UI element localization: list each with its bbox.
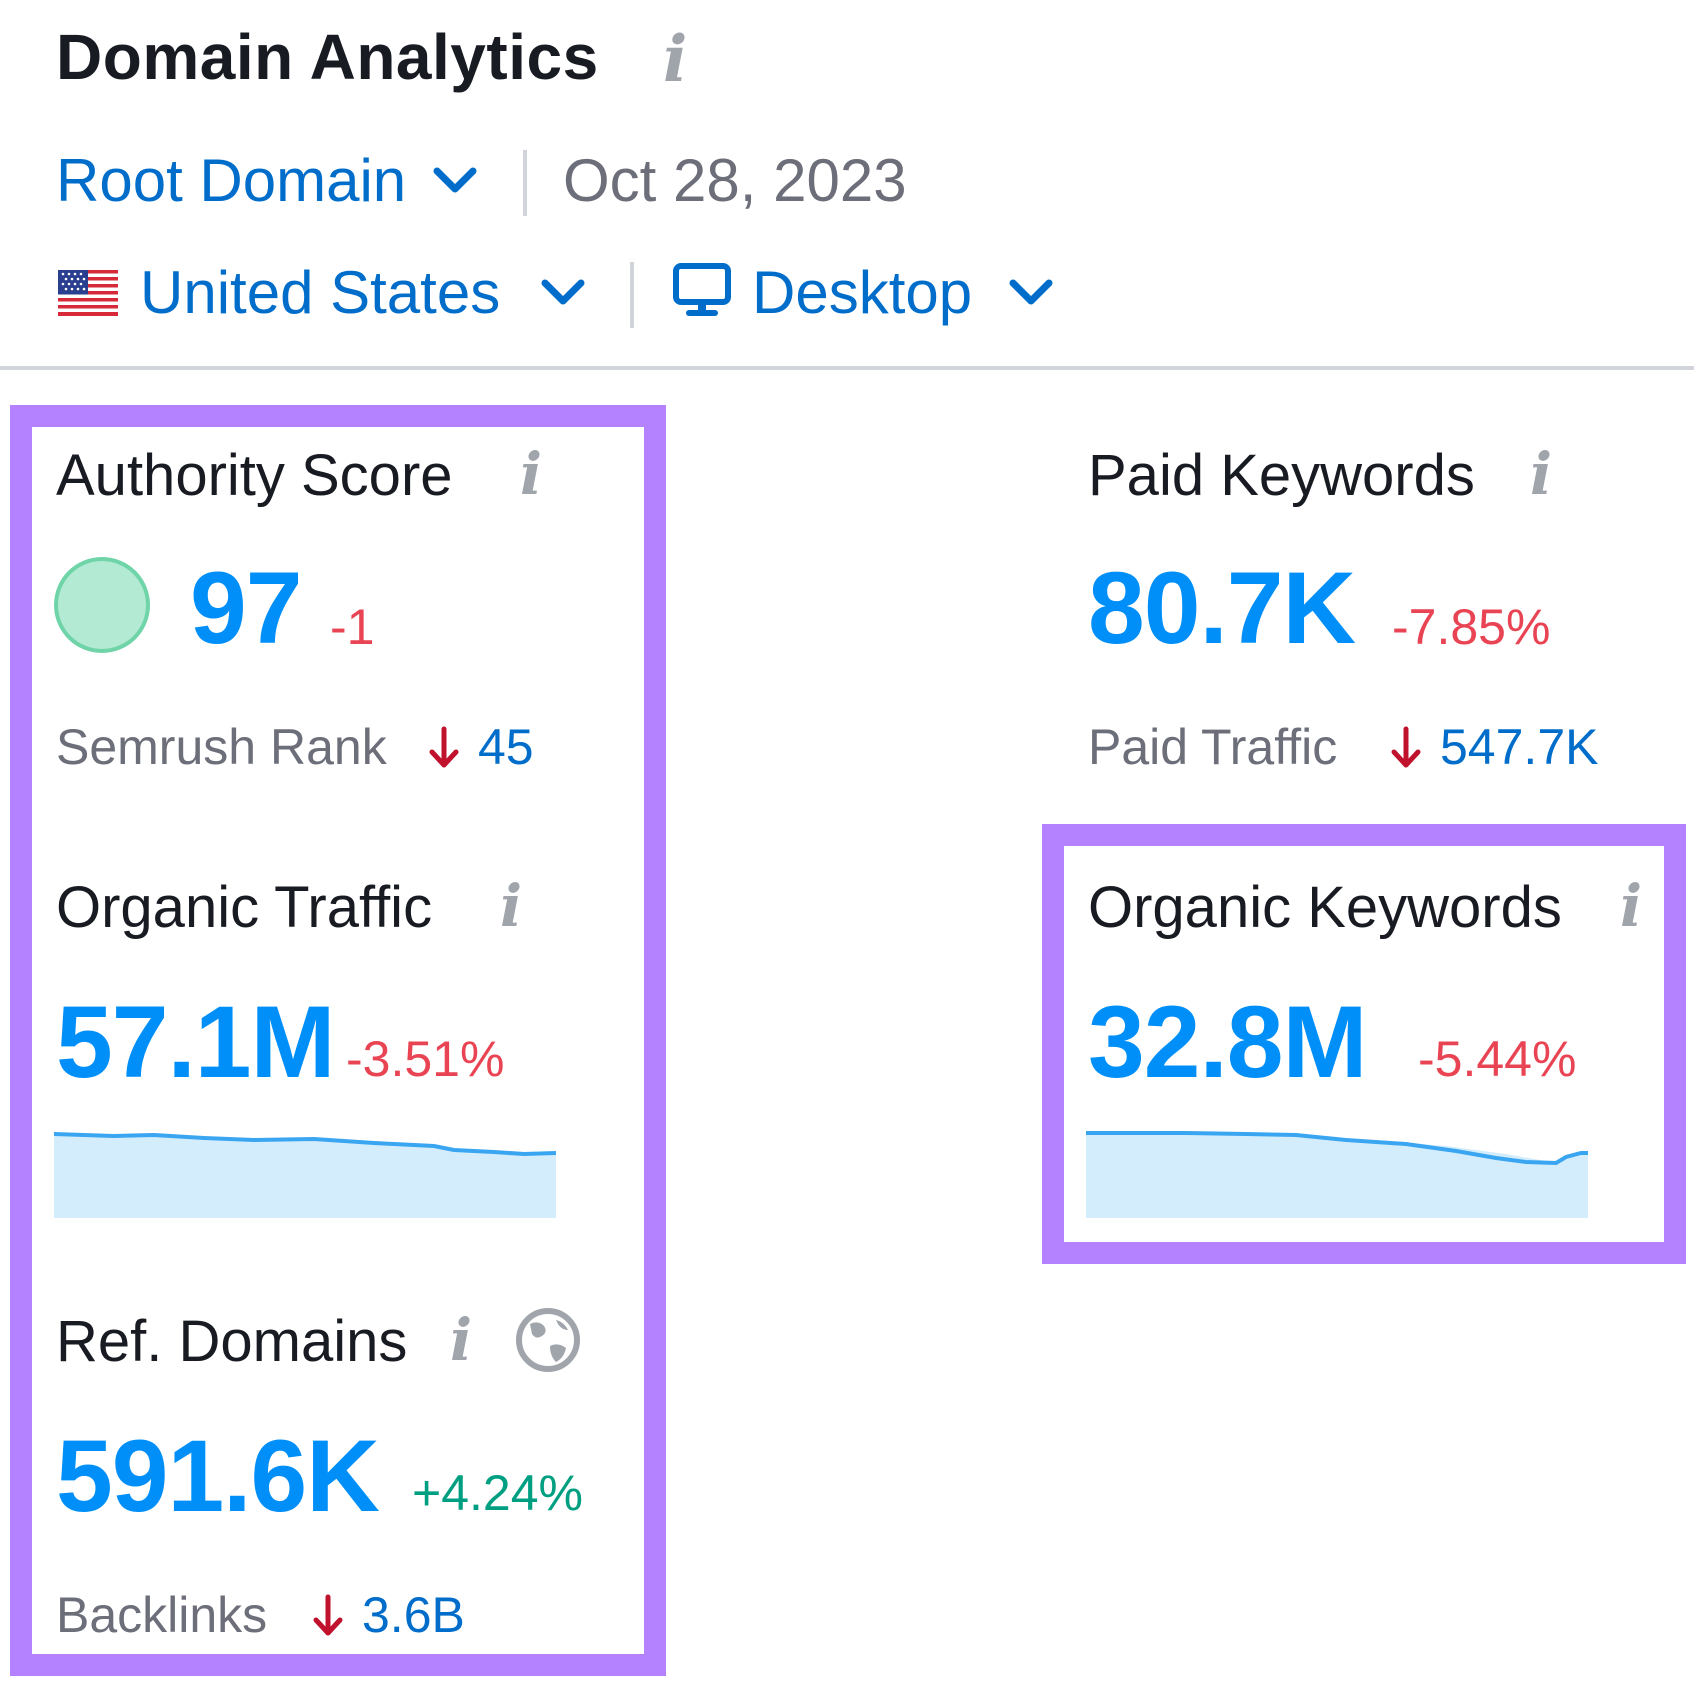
paid-keywords-delta: -7.85% bbox=[1392, 599, 1551, 655]
arrow-down-icon bbox=[312, 1594, 344, 1638]
country-dropdown[interactable]: United States bbox=[140, 259, 501, 326]
ref-domains-value[interactable]: 591.6K bbox=[56, 1419, 380, 1533]
organic-keywords-label: Organic Keywords bbox=[1088, 875, 1562, 940]
highlight-box-organic-keywords bbox=[1042, 824, 1686, 1264]
info-icon[interactable]: i bbox=[450, 1306, 473, 1374]
chevron-down-icon[interactable] bbox=[432, 166, 478, 196]
ref-domains-delta: +4.24% bbox=[412, 1465, 583, 1521]
backlinks-label: Backlinks bbox=[56, 1587, 268, 1643]
paid-traffic-value[interactable]: 547.7K bbox=[1440, 719, 1599, 775]
organic-traffic-label: Organic Traffic bbox=[56, 875, 433, 940]
globe-icon[interactable] bbox=[514, 1306, 582, 1379]
chevron-down-icon[interactable] bbox=[540, 278, 586, 308]
arrow-down-icon bbox=[1390, 726, 1422, 770]
semrush-rank-label: Semrush Rank bbox=[56, 719, 387, 775]
authority-score-delta: -1 bbox=[330, 599, 375, 655]
us-flag-icon bbox=[58, 270, 118, 316]
organic-traffic-value[interactable]: 57.1M bbox=[56, 985, 335, 1099]
organic-keywords-value[interactable]: 32.8M bbox=[1088, 985, 1367, 1099]
arrow-down-icon bbox=[428, 726, 460, 770]
organic-keywords-sparkline bbox=[1086, 1131, 1588, 1218]
paid-traffic-label: Paid Traffic bbox=[1088, 719, 1338, 775]
desktop-icon bbox=[672, 262, 732, 327]
info-icon[interactable]: i bbox=[520, 440, 543, 508]
highlight-box-left bbox=[10, 405, 666, 1676]
info-icon[interactable]: i bbox=[1620, 872, 1643, 940]
chevron-down-icon[interactable] bbox=[1008, 278, 1054, 308]
paid-keywords-label: Paid Keywords bbox=[1088, 443, 1475, 508]
root-domain-dropdown[interactable]: Root Domain bbox=[56, 147, 407, 214]
header-divider bbox=[523, 150, 527, 216]
authority-score-circle bbox=[54, 557, 150, 653]
ref-domains-label: Ref. Domains bbox=[56, 1309, 408, 1374]
info-icon[interactable]: i bbox=[500, 872, 523, 940]
backlinks-value[interactable]: 3.6B bbox=[362, 1587, 465, 1643]
info-icon[interactable]: i bbox=[663, 22, 688, 97]
organic-traffic-delta: -3.51% bbox=[346, 1031, 505, 1087]
header-separator bbox=[0, 366, 1694, 370]
report-date: Oct 28, 2023 bbox=[563, 147, 907, 214]
authority-score-value[interactable]: 97 bbox=[190, 551, 302, 665]
semrush-rank-value[interactable]: 45 bbox=[478, 719, 534, 775]
header-divider bbox=[630, 262, 634, 328]
authority-score-label: Authority Score bbox=[56, 443, 453, 508]
paid-keywords-value[interactable]: 80.7K bbox=[1088, 551, 1356, 665]
info-icon[interactable]: i bbox=[1530, 440, 1553, 508]
device-dropdown[interactable]: Desktop bbox=[752, 259, 973, 326]
organic-traffic-sparkline bbox=[54, 1132, 556, 1218]
organic-keywords-delta: -5.44% bbox=[1418, 1031, 1577, 1087]
page-title: Domain Analytics bbox=[56, 21, 599, 93]
